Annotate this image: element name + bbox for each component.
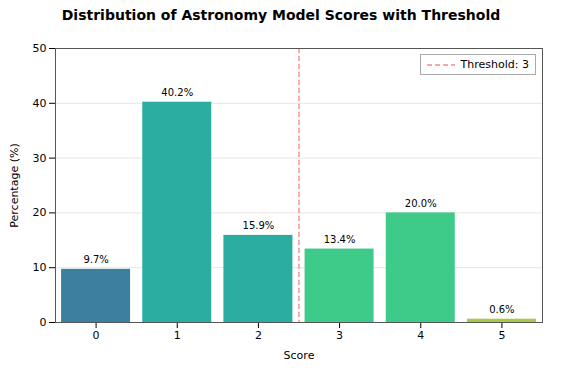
- svg-text:0.6%: 0.6%: [489, 304, 514, 315]
- html-text:Threshold: 3: Threshold: 3: [460, 58, 529, 71]
- svg-text:9.7%: 9.7%: [83, 254, 108, 265]
- svg-text:3: 3: [336, 329, 343, 342]
- svg-text:5: 5: [498, 329, 505, 342]
- svg-text:Score: Score: [284, 349, 315, 362]
- svg-text:Percentage (%): Percentage (%): [8, 143, 21, 227]
- svg-text:20: 20: [33, 206, 47, 219]
- svg-text:4: 4: [417, 329, 424, 342]
- svg-text:13.4%: 13.4%: [324, 234, 356, 245]
- svg-text:10: 10: [33, 261, 47, 274]
- svg-text:30: 30: [33, 152, 47, 165]
- svg-text:40.2%: 40.2%: [161, 87, 193, 98]
- svg-text:50: 50: [33, 42, 47, 55]
- svg-text:20.0%: 20.0%: [405, 198, 437, 209]
- svg-text:0: 0: [93, 329, 100, 342]
- svg-text:15.9%: 15.9%: [243, 220, 275, 231]
- svg-text:2: 2: [255, 329, 262, 342]
- html-text:Distribution of Astronomy Mode: Distribution of Astronomy Model Scores w…: [61, 7, 501, 23]
- svg-text:1: 1: [174, 329, 181, 342]
- svg-text:40: 40: [33, 97, 47, 110]
- svg-text:0: 0: [40, 316, 47, 329]
